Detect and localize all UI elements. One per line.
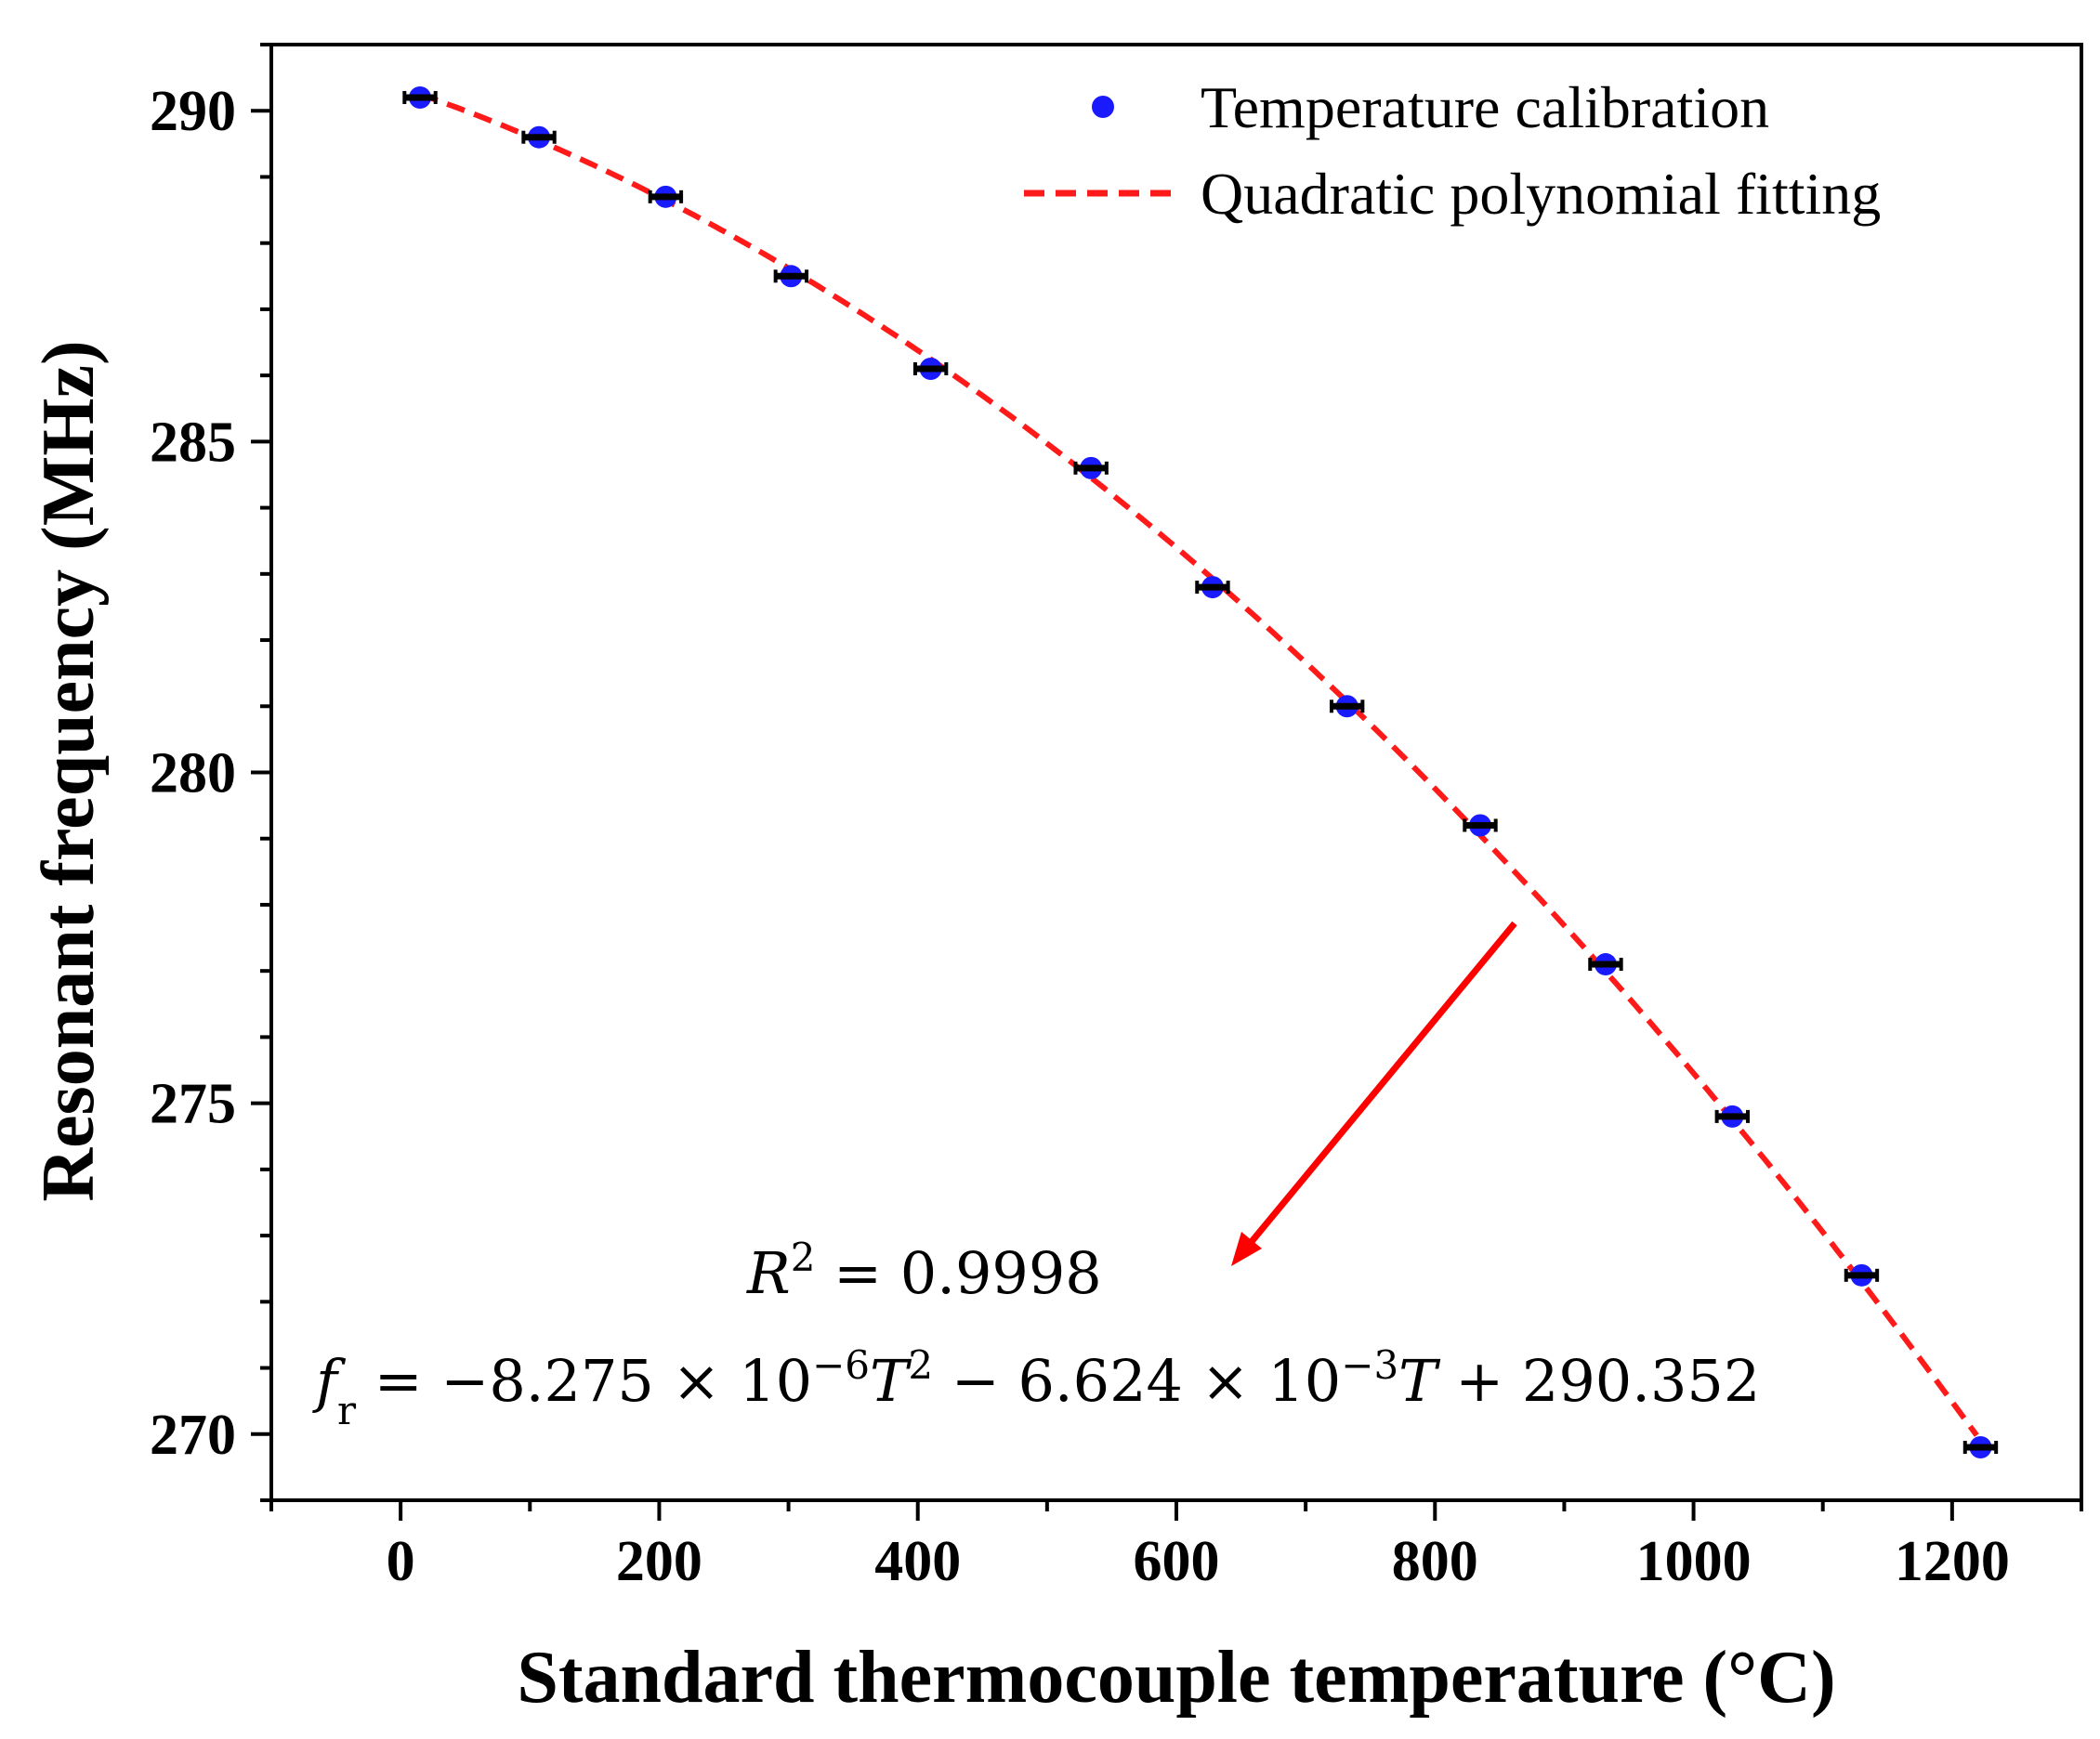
annotation-arrow	[1231, 921, 1517, 1266]
x-tick-label: 0	[387, 1530, 415, 1593]
x-tick-label: 400	[874, 1530, 961, 1593]
y-tick-labels: 270 275 280 285 290	[150, 80, 236, 1467]
eq-t2: T	[1398, 1347, 1441, 1415]
x-tick-label: 800	[1392, 1530, 1478, 1593]
y-tick-label: 290	[150, 80, 236, 143]
data-point	[1195, 576, 1230, 599]
eq-f-subscript: r	[337, 1388, 357, 1433]
data-point	[521, 125, 557, 149]
data-point	[1588, 953, 1623, 976]
r-squared-annotation: R2 = 0.9998	[746, 1235, 1102, 1308]
y-tick-label: 280	[150, 742, 236, 805]
data-point	[912, 358, 949, 381]
data-point	[1714, 1105, 1751, 1128]
x-axis-title: Standard thermocouple temperature (°C)	[517, 1637, 1835, 1719]
data-point	[402, 85, 438, 109]
r-squared-symbol: R	[746, 1239, 791, 1307]
r-squared-exponent: 2	[791, 1235, 816, 1280]
legend-marker-calibration	[1092, 96, 1114, 118]
eq-part3: + 290.352	[1437, 1347, 1761, 1415]
eq-exp1: −6	[812, 1342, 870, 1388]
legend-label-fit: Quadratic polynomial fitting	[1201, 161, 1881, 227]
fit-layer	[419, 91, 1979, 1437]
x-tick-label: 600	[1134, 1530, 1220, 1593]
data-point	[773, 265, 809, 288]
plot-frame	[269, 43, 2083, 1502]
fit-equation: fr = −8.275 × 10−6T2 − 6.624 × 10−3T + 2…	[312, 1342, 1760, 1433]
eq-part1: = −8.275 × 10	[356, 1347, 812, 1415]
x-tick-label: 1200	[1895, 1530, 2010, 1593]
eq-t1-exponent: 2	[908, 1342, 933, 1388]
data-point	[1962, 1436, 1999, 1459]
data-point	[1073, 456, 1109, 479]
legend: Temperature calibration Quadratic polyno…	[1024, 74, 1881, 227]
data-point	[1844, 1263, 1880, 1287]
arrow-head	[1231, 1232, 1262, 1266]
r-squared-value: = 0.9998	[815, 1239, 1101, 1307]
legend-label-calibration: Temperature calibration	[1201, 74, 1769, 140]
x-tick-label: 1000	[1636, 1530, 1752, 1593]
data-point	[1329, 695, 1365, 718]
data-point	[648, 185, 684, 208]
eq-part2: − 6.624 × 10	[933, 1347, 1341, 1415]
y-axis-title: Resonant frequency (MHz)	[28, 340, 110, 1201]
axis-ticks	[251, 43, 2083, 1521]
fit-curve	[419, 91, 1979, 1437]
y-tick-label: 275	[150, 1073, 236, 1136]
x-tick-labels: 0 200 400 600 800 1000 1200	[387, 1530, 2010, 1593]
y-tick-label: 285	[150, 411, 236, 474]
x-tick-label: 200	[616, 1530, 702, 1593]
data-point	[1463, 814, 1498, 837]
eq-exp2: −3	[1341, 1342, 1398, 1388]
y-tick-label: 270	[150, 1404, 236, 1467]
points-layer	[402, 85, 1999, 1459]
eq-t1: T	[870, 1347, 912, 1415]
